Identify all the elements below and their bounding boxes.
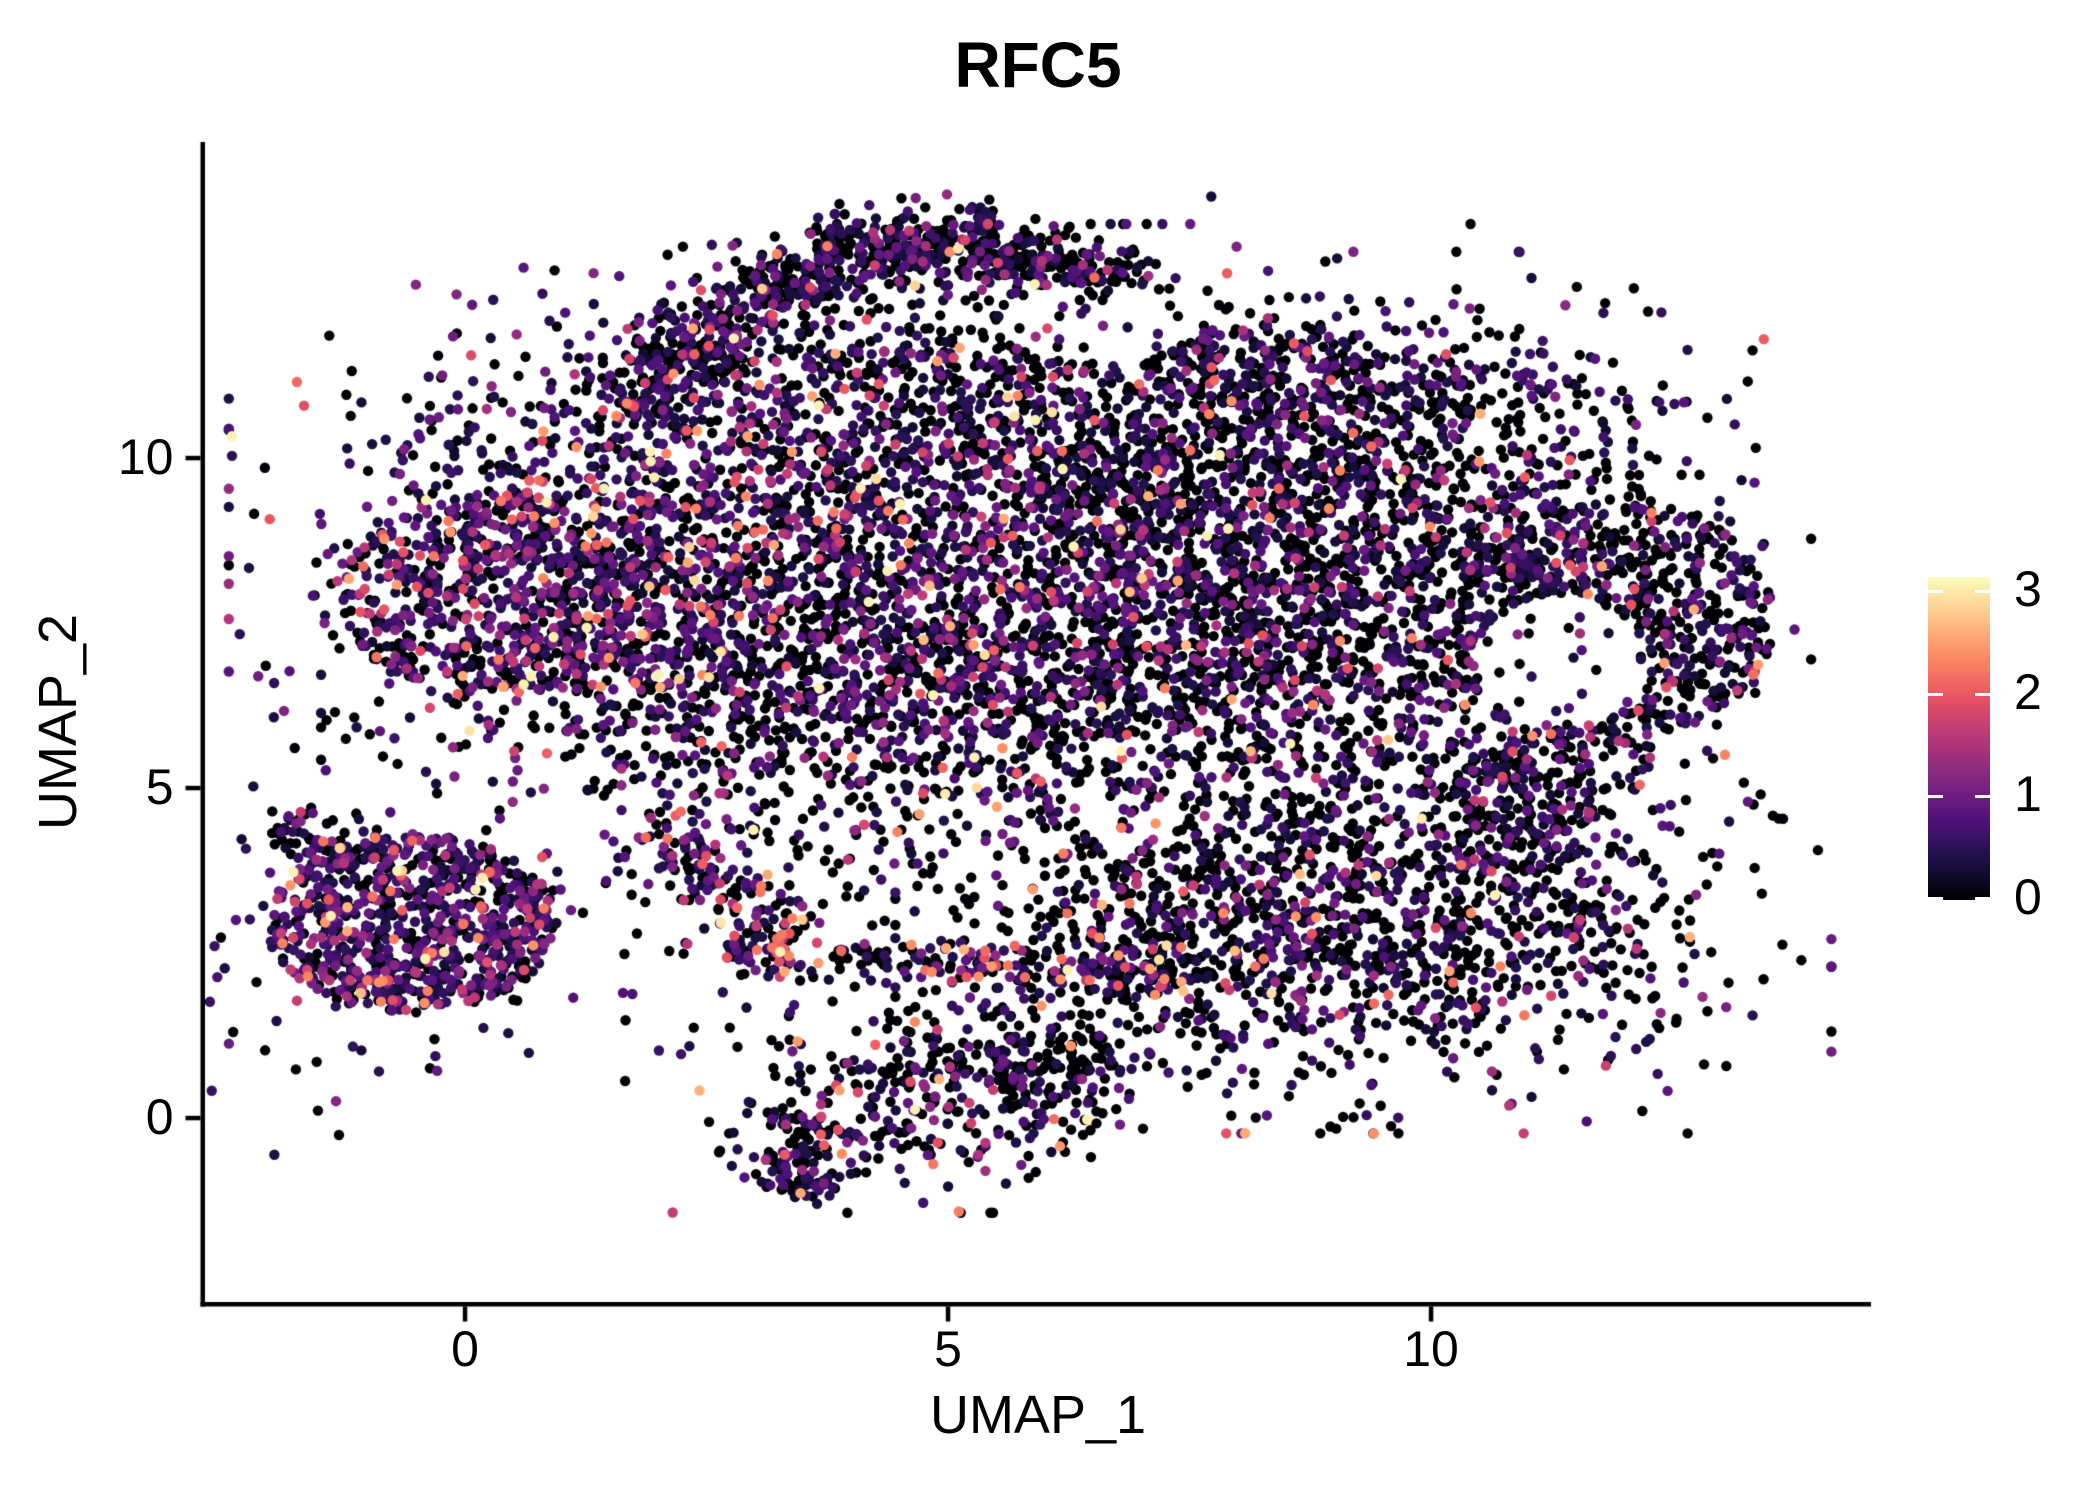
colorbar-tick-label: 3 — [2014, 560, 2042, 617]
colorbar-tick-mark — [1928, 897, 1943, 900]
expression-colorbar — [1928, 577, 1990, 900]
x-axis-tick-label: 0 — [451, 1321, 479, 1377]
colorbar-tick-label: 1 — [2014, 766, 2042, 823]
colorbar-tick-mark — [1975, 692, 1990, 696]
colorbar-tick-label: 0 — [2014, 869, 2042, 925]
colorbar-tick-mark — [1975, 589, 1990, 593]
y-axis-tick-label: 10 — [117, 429, 174, 485]
colorbar-tick-mark — [1928, 795, 1943, 799]
colorbar-tick-mark — [1975, 897, 1990, 900]
x-axis-tick-label: 10 — [1403, 1321, 1459, 1377]
colorbar-tick-mark — [1928, 692, 1943, 696]
colorbar-tick-mark — [1928, 589, 1943, 593]
x-axis-label: UMAP_1 — [929, 1385, 1147, 1445]
colorbar-tick-label: 2 — [2014, 663, 2042, 720]
plot-title: RFC5 — [954, 29, 1122, 101]
x-axis-tick-label: 5 — [934, 1321, 962, 1377]
y-axis-tick-label: 5 — [145, 759, 174, 815]
y-axis-tick-label: 0 — [145, 1089, 174, 1145]
colorbar-tick-mark — [1975, 795, 1990, 799]
